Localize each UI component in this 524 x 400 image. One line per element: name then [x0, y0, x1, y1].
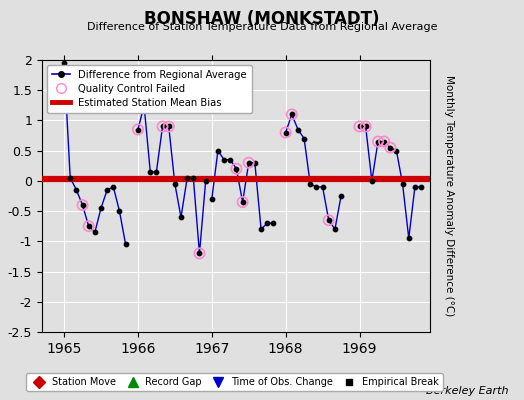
- Point: [152, 169, 160, 175]
- Point: [238, 199, 247, 205]
- Point: [288, 111, 296, 118]
- Point: [411, 184, 419, 190]
- Point: [263, 220, 271, 226]
- Point: [374, 138, 382, 145]
- Point: [380, 138, 388, 145]
- Point: [324, 217, 333, 223]
- Point: [165, 123, 173, 130]
- Point: [183, 175, 191, 181]
- Point: [97, 205, 105, 211]
- Point: [257, 226, 265, 232]
- Y-axis label: Monthly Temperature Anomaly Difference (°C): Monthly Temperature Anomaly Difference (…: [444, 75, 454, 317]
- Point: [386, 144, 395, 151]
- Point: [392, 148, 401, 154]
- Point: [380, 138, 388, 145]
- Point: [312, 184, 321, 190]
- Point: [171, 181, 179, 187]
- Point: [281, 129, 290, 136]
- Point: [405, 235, 413, 242]
- Legend: Difference from Regional Average, Quality Control Failed, Estimated Station Mean: Difference from Regional Average, Qualit…: [47, 65, 252, 113]
- Point: [109, 184, 117, 190]
- Point: [72, 187, 81, 193]
- Point: [374, 138, 382, 145]
- Point: [195, 250, 204, 257]
- Point: [208, 196, 216, 202]
- Point: [60, 60, 68, 66]
- Point: [368, 178, 376, 184]
- Point: [281, 129, 290, 136]
- Point: [232, 166, 241, 172]
- Text: Berkeley Earth: Berkeley Earth: [426, 386, 508, 396]
- Point: [355, 123, 364, 130]
- Point: [245, 160, 253, 166]
- Point: [122, 241, 130, 248]
- Point: [319, 184, 327, 190]
- Point: [355, 123, 364, 130]
- Point: [417, 184, 425, 190]
- Point: [158, 123, 167, 130]
- Point: [140, 102, 148, 108]
- Point: [331, 226, 339, 232]
- Point: [300, 135, 308, 142]
- Point: [66, 175, 74, 181]
- Point: [91, 229, 99, 236]
- Point: [220, 156, 228, 163]
- Point: [146, 169, 155, 175]
- Point: [103, 187, 111, 193]
- Point: [386, 144, 395, 151]
- Point: [189, 175, 198, 181]
- Point: [79, 202, 87, 208]
- Point: [226, 156, 234, 163]
- Point: [84, 223, 93, 230]
- Point: [245, 160, 253, 166]
- Point: [398, 181, 407, 187]
- Legend: Station Move, Record Gap, Time of Obs. Change, Empirical Break: Station Move, Record Gap, Time of Obs. C…: [26, 373, 443, 391]
- Point: [288, 111, 296, 118]
- Point: [269, 220, 278, 226]
- Point: [177, 214, 185, 220]
- Point: [158, 123, 167, 130]
- Point: [238, 199, 247, 205]
- Point: [115, 208, 124, 214]
- Point: [134, 126, 142, 133]
- Point: [306, 181, 314, 187]
- Point: [362, 123, 370, 130]
- Point: [232, 166, 241, 172]
- Point: [201, 178, 210, 184]
- Point: [324, 217, 333, 223]
- Point: [134, 126, 142, 133]
- Text: BONSHAW (MONKSTADT): BONSHAW (MONKSTADT): [144, 10, 380, 28]
- Point: [250, 160, 259, 166]
- Point: [214, 148, 222, 154]
- Point: [337, 193, 345, 199]
- Point: [294, 126, 302, 133]
- Point: [84, 223, 93, 230]
- Text: Difference of Station Temperature Data from Regional Average: Difference of Station Temperature Data f…: [87, 22, 437, 32]
- Point: [79, 202, 87, 208]
- Point: [362, 123, 370, 130]
- Point: [165, 123, 173, 130]
- Point: [195, 250, 204, 257]
